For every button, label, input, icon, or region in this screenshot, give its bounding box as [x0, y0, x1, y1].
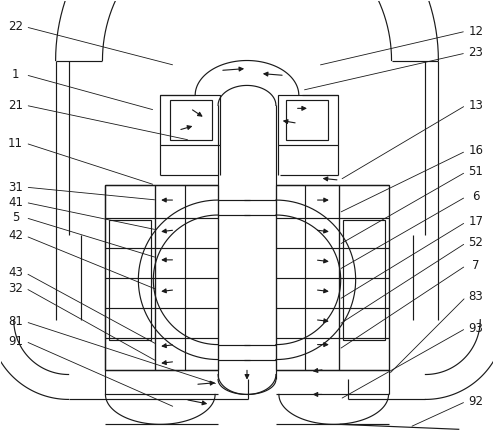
Text: 31: 31	[8, 180, 23, 194]
Text: 92: 92	[468, 395, 484, 408]
Text: 42: 42	[8, 229, 23, 243]
Bar	[343, 220, 384, 340]
Bar	[170, 101, 212, 140]
Text: 6: 6	[472, 190, 480, 203]
Text: 21: 21	[8, 99, 23, 112]
Text: 51: 51	[468, 165, 484, 178]
Text: 16: 16	[468, 145, 484, 157]
Text: 93: 93	[468, 322, 484, 335]
Text: 23: 23	[468, 46, 484, 59]
Text: 91: 91	[8, 335, 23, 348]
Text: 81: 81	[8, 315, 23, 328]
Text: 41: 41	[8, 196, 23, 209]
Text: 32: 32	[8, 282, 23, 295]
Text: 43: 43	[8, 267, 23, 279]
Text: 12: 12	[468, 24, 484, 38]
Text: 83: 83	[469, 291, 483, 303]
Text: 1: 1	[12, 68, 19, 81]
Bar	[110, 220, 151, 340]
Text: 13: 13	[468, 99, 484, 112]
Text: 11: 11	[8, 137, 23, 149]
Text: 22: 22	[8, 21, 23, 33]
Text: 17: 17	[468, 215, 484, 229]
Bar	[278, 95, 338, 145]
Text: 7: 7	[472, 259, 480, 272]
Text: 5: 5	[12, 211, 19, 224]
Bar	[160, 95, 220, 145]
Text: 52: 52	[468, 236, 484, 250]
Bar	[286, 101, 328, 140]
